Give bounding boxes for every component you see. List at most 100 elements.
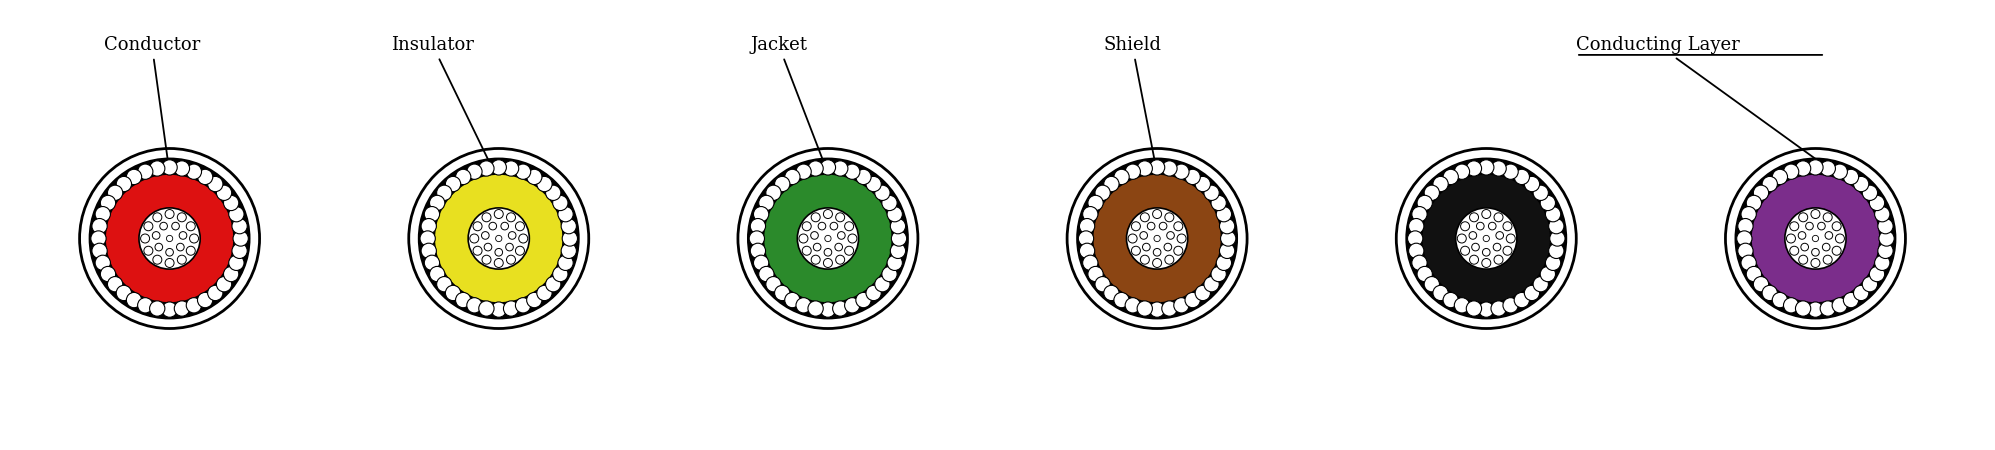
Circle shape xyxy=(207,285,223,301)
Circle shape xyxy=(1746,195,1762,211)
Circle shape xyxy=(1821,243,1829,251)
Circle shape xyxy=(108,277,124,292)
Circle shape xyxy=(1432,176,1448,192)
Circle shape xyxy=(186,297,201,313)
Circle shape xyxy=(429,195,445,211)
Circle shape xyxy=(824,235,832,242)
Circle shape xyxy=(750,231,764,246)
Circle shape xyxy=(483,255,491,264)
Circle shape xyxy=(1738,219,1754,234)
Circle shape xyxy=(1799,255,1807,264)
Circle shape xyxy=(832,301,848,316)
Circle shape xyxy=(1772,169,1788,184)
Circle shape xyxy=(140,234,150,243)
Circle shape xyxy=(1786,234,1796,243)
Circle shape xyxy=(1454,297,1470,313)
Circle shape xyxy=(1416,195,1432,211)
Circle shape xyxy=(172,222,180,230)
Circle shape xyxy=(166,235,174,242)
Circle shape xyxy=(152,232,160,239)
Circle shape xyxy=(1817,222,1825,230)
Circle shape xyxy=(1141,255,1149,264)
Circle shape xyxy=(92,219,108,234)
Circle shape xyxy=(1488,222,1496,230)
Circle shape xyxy=(1127,234,1137,243)
Circle shape xyxy=(1742,255,1756,270)
Circle shape xyxy=(186,246,196,255)
Circle shape xyxy=(140,208,200,269)
Circle shape xyxy=(495,210,503,219)
Circle shape xyxy=(559,207,573,222)
Circle shape xyxy=(553,266,569,282)
Text: Conducting Layer: Conducting Layer xyxy=(1576,36,1831,171)
Circle shape xyxy=(90,158,249,319)
Circle shape xyxy=(503,161,519,176)
Circle shape xyxy=(126,292,142,308)
Circle shape xyxy=(92,231,106,246)
Circle shape xyxy=(489,222,497,230)
Circle shape xyxy=(1095,277,1111,292)
Circle shape xyxy=(1113,169,1129,184)
Circle shape xyxy=(561,219,577,234)
Circle shape xyxy=(537,176,553,192)
Circle shape xyxy=(1412,255,1426,270)
Circle shape xyxy=(1149,160,1165,175)
Circle shape xyxy=(545,185,561,200)
Circle shape xyxy=(515,164,531,180)
Circle shape xyxy=(190,234,200,243)
Circle shape xyxy=(810,232,818,239)
Circle shape xyxy=(1083,207,1097,222)
Circle shape xyxy=(844,222,854,231)
Circle shape xyxy=(754,255,768,270)
Circle shape xyxy=(750,243,766,258)
Circle shape xyxy=(1221,231,1235,246)
Circle shape xyxy=(229,207,243,222)
Circle shape xyxy=(1161,301,1177,316)
Circle shape xyxy=(1103,176,1119,192)
Circle shape xyxy=(1131,246,1141,255)
Circle shape xyxy=(1173,297,1189,313)
Circle shape xyxy=(758,195,774,211)
Circle shape xyxy=(1165,213,1173,222)
Circle shape xyxy=(1823,213,1831,222)
Circle shape xyxy=(483,213,491,222)
Circle shape xyxy=(838,232,846,239)
Circle shape xyxy=(116,176,132,192)
Circle shape xyxy=(1211,266,1227,282)
Circle shape xyxy=(553,195,569,211)
Circle shape xyxy=(802,222,812,231)
Circle shape xyxy=(820,302,836,317)
Circle shape xyxy=(874,185,890,200)
Circle shape xyxy=(467,164,483,180)
Circle shape xyxy=(537,285,553,301)
Circle shape xyxy=(1807,302,1823,317)
Circle shape xyxy=(515,297,531,313)
Circle shape xyxy=(150,301,166,316)
Circle shape xyxy=(784,292,800,308)
Circle shape xyxy=(1185,292,1201,308)
Circle shape xyxy=(1139,232,1147,239)
Circle shape xyxy=(1125,164,1141,180)
Circle shape xyxy=(1195,176,1211,192)
Circle shape xyxy=(1811,210,1819,219)
Circle shape xyxy=(1524,285,1540,301)
Circle shape xyxy=(166,248,174,256)
Circle shape xyxy=(812,213,820,222)
Circle shape xyxy=(1478,160,1494,175)
Circle shape xyxy=(231,243,247,258)
Circle shape xyxy=(1083,255,1097,270)
Circle shape xyxy=(1079,243,1095,258)
Circle shape xyxy=(1442,292,1458,308)
Circle shape xyxy=(1472,243,1480,251)
Circle shape xyxy=(1790,222,1799,231)
Circle shape xyxy=(882,195,898,211)
Circle shape xyxy=(154,255,162,264)
Circle shape xyxy=(1454,164,1470,180)
Circle shape xyxy=(1456,234,1466,243)
Circle shape xyxy=(808,161,824,176)
Circle shape xyxy=(1875,255,1889,270)
Circle shape xyxy=(1087,195,1103,211)
Circle shape xyxy=(1468,232,1476,239)
Circle shape xyxy=(1807,160,1823,175)
Circle shape xyxy=(1408,231,1422,246)
